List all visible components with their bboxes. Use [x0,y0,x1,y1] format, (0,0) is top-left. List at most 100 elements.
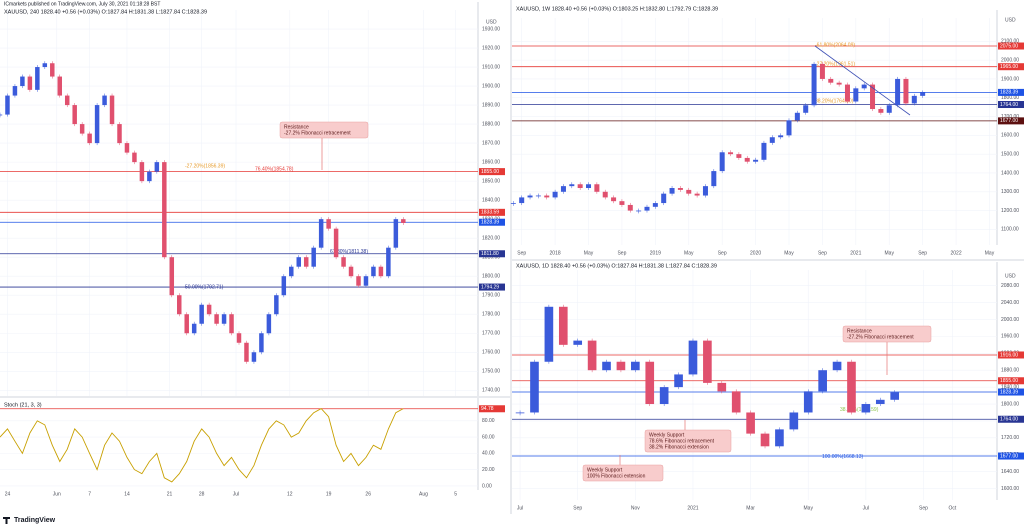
candle [356,276,361,286]
price-tag-label: 2075.00 [1000,43,1018,49]
candle [102,95,107,106]
x-tick-label: 5 [454,491,457,497]
candle [903,78,909,104]
note-line: Weekly Support [649,432,685,438]
candle [786,120,792,136]
currency-label: USD [486,19,497,25]
x-tick-label: 19 [326,491,332,497]
candle [744,157,750,162]
candle [289,266,294,277]
fib-label: 100.00%(1668.13) [822,454,863,460]
candle [530,361,539,413]
candle [702,186,708,196]
candle [50,63,55,77]
note-line: 38.2% Fibonacci extension [649,444,709,450]
candle [594,184,600,192]
candle [199,304,204,324]
x-tick-label: Jul [233,491,239,497]
y-tick-label: 2080.00 [1001,283,1019,289]
y-tick-label: 1760.00 [482,350,500,356]
candle [552,191,558,198]
y-tick-label: 1880.00 [1001,368,1019,374]
candle [861,404,871,413]
candle [132,152,137,163]
candle [42,63,48,68]
price-tag [479,218,505,226]
indicator-line [0,408,404,483]
candle [828,78,834,83]
candle [303,257,309,267]
candle [731,391,741,413]
candle [266,314,272,334]
x-tick-label: 2022 [951,250,962,256]
candle [611,197,617,202]
candle [378,266,384,277]
x-tick-label: May [885,250,895,256]
y-tick-label: 80.00 [482,418,495,424]
price-tag-label: 1677.00 [1000,453,1018,459]
candle [836,82,842,85]
x-tick-label: May [784,250,794,256]
candle [371,266,376,277]
price-tag-label: 1794.29 [481,284,499,290]
candle [760,433,770,447]
fib-label: -61.80%(2064.09) [815,42,855,48]
candle [811,63,817,106]
y-tick-label: 1600.00 [1001,486,1019,492]
candle [875,399,885,405]
candle [386,247,391,277]
price-tag-label: 1855.00 [1000,378,1018,384]
candle [586,184,592,189]
price-tag [998,351,1024,359]
candle [177,295,182,315]
fib-label: -27.20%(1961.51) [815,62,855,68]
x-tick-label: Sep [617,250,626,256]
fib-label: 50.00%(1792.71) [185,284,224,290]
candle [117,124,122,144]
candle [147,171,152,182]
y-tick-label: 1800.00 [1001,95,1019,101]
price-tag [479,208,505,216]
y-tick-label: 1930.00 [482,26,500,32]
price-tag-label: 1855.00 [481,169,499,175]
price-tag [998,452,1024,460]
candle [281,276,287,296]
y-tick-label: 1300.00 [1001,189,1019,195]
y-tick-label: 1870.00 [482,140,500,146]
candle [631,361,640,371]
y-tick-label: 1880.00 [482,121,500,127]
candle [753,159,759,162]
candle [35,67,40,90]
candle [162,162,167,258]
candle [746,412,755,434]
note-box [842,325,932,343]
candle [0,114,3,116]
indicator-name: Stoch (21, 3, 3) [4,402,42,408]
y-tick-label: 1850.00 [482,178,500,184]
candle [229,314,234,334]
candle [326,219,331,229]
x-tick-label: 2020 [750,250,761,256]
y-tick-label: 1750.00 [482,369,500,375]
candle [719,152,725,172]
fib-label: 61.80%(1811.38) [330,249,368,255]
candle [803,391,813,413]
x-tick-label: 2019 [650,250,661,256]
candle [659,387,669,405]
y-tick-label: 0.00 [482,483,492,489]
candle [794,112,800,121]
candle [703,340,712,383]
x-tick-label: 21 [167,491,173,497]
x-tick-label: 2021 [687,505,698,511]
x-tick-label: 2021 [850,250,861,256]
x-tick-label: 24 [5,491,11,497]
price-tag-label: 1764.00 [1000,102,1018,108]
candle [259,333,264,353]
chart-title: XAUUSD, 1D 1828.40 +0.56 (+0.03%) O:1827… [516,263,717,269]
price-tag [998,101,1024,109]
y-tick-label: 40.00 [482,451,495,457]
candle [602,191,608,198]
candle [895,78,901,106]
candle [686,189,692,194]
chart-title: XAUUSD, 240 1828.40 +0.56 (+0.03%) O:182… [4,9,207,15]
